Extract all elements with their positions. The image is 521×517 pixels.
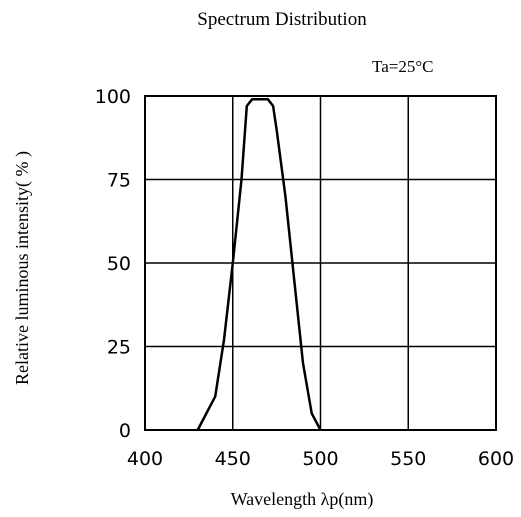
grid: [145, 96, 496, 430]
y-tick-label: 0: [119, 420, 131, 442]
y-tick-labels: 0 25 50 75 100: [95, 86, 131, 442]
plot-frame: [144, 95, 497, 431]
x-tick-label: 500: [302, 448, 338, 470]
series-layer: [196, 98, 322, 431]
chart-title: Spectrum Distribution: [197, 9, 367, 30]
y-axis-label: Relative luminous intensity( % ): [12, 151, 33, 385]
y-tick-label: 100: [95, 86, 131, 108]
x-tick-label: 400: [127, 448, 163, 470]
x-tick-label: 450: [215, 448, 251, 470]
x-tick-labels: 400 450 500 550 600: [127, 448, 514, 470]
x-tick-label: 600: [478, 448, 514, 470]
y-tick-label: 25: [107, 337, 131, 359]
spectrum-curve: [196, 98, 322, 431]
y-tick-label: 50: [107, 253, 131, 275]
temperature-annotation: Ta=25°C: [372, 57, 433, 76]
x-tick-label: 550: [390, 448, 426, 470]
x-axis-label: Wavelength λp(nm): [231, 489, 374, 510]
y-tick-label: 75: [107, 170, 131, 192]
